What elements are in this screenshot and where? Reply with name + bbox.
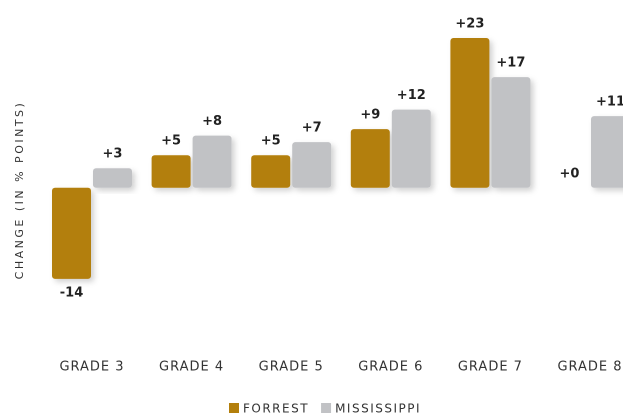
bar [93, 168, 132, 188]
legend-label: MISSISSIPPI [335, 402, 421, 416]
bar [450, 38, 490, 188]
data-label: +12 [397, 88, 426, 103]
data-label: +5 [161, 134, 181, 149]
bar [251, 155, 291, 188]
data-label: +3 [103, 147, 123, 162]
bar [52, 187, 91, 279]
data-label: +23 [455, 17, 484, 32]
bar [192, 135, 232, 188]
bar [292, 142, 332, 188]
bar [151, 155, 191, 188]
x-tick-label: GRADE 6 [358, 360, 423, 375]
bar [391, 109, 431, 188]
legend-label: FORREST [243, 402, 309, 416]
data-label: +5 [261, 134, 281, 149]
data-label: +17 [496, 56, 525, 71]
bar [350, 129, 390, 188]
legend-swatch [321, 403, 332, 413]
data-label: +7 [302, 121, 322, 136]
x-tick-label: GRADE 5 [259, 360, 324, 375]
x-tick-label: GRADE 4 [159, 360, 224, 375]
bar [591, 116, 623, 188]
x-tick-label: GRADE 7 [458, 360, 523, 375]
data-label: +8 [202, 114, 222, 129]
y-axis-label: CHANGE (IN % POINTS) [13, 101, 26, 280]
legend-swatch [229, 403, 239, 413]
bar [491, 77, 531, 188]
x-tick-label: GRADE 8 [557, 360, 622, 375]
data-label: -14 [60, 285, 84, 300]
x-tick-label: GRADE 3 [59, 360, 124, 375]
data-label: +11 [596, 95, 623, 110]
data-label: +9 [360, 108, 380, 123]
data-label: +0 [560, 166, 580, 181]
